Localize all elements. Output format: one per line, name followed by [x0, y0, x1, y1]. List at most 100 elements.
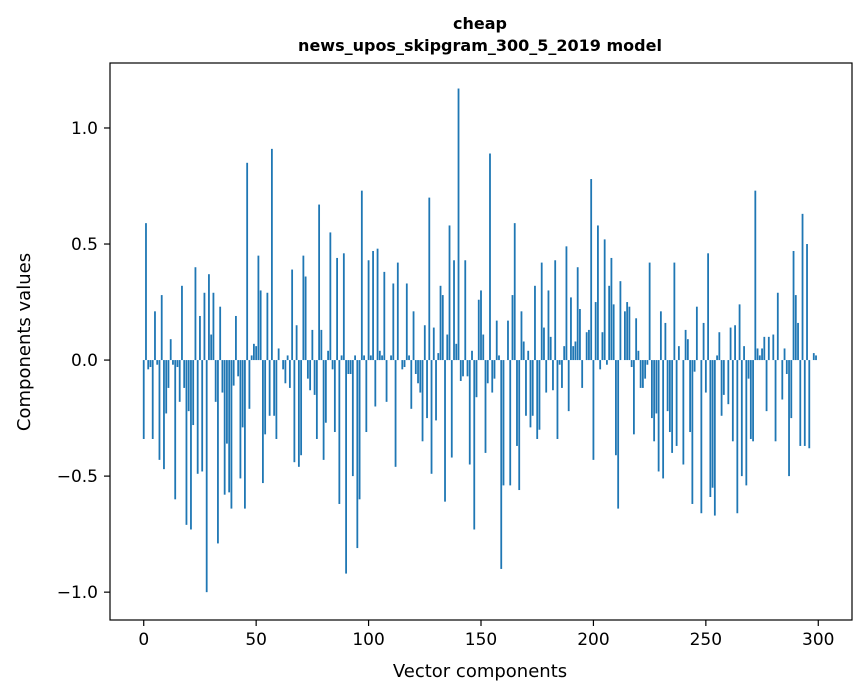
bar-164: [511, 295, 514, 361]
bar-5: [154, 311, 156, 361]
bar-257: [720, 360, 723, 416]
bar-1: [145, 223, 147, 361]
bar-180: [547, 290, 550, 361]
bar-215: [626, 302, 629, 361]
bar-49: [253, 343, 255, 361]
bar-240: [682, 360, 685, 465]
bar-11: [167, 360, 170, 388]
bar-142: [462, 360, 464, 377]
bar-249: [702, 322, 705, 361]
bar-67: [293, 360, 296, 463]
bar-219: [635, 318, 638, 361]
bar-270: [749, 360, 752, 439]
x-tick-label: 0: [138, 630, 149, 650]
y-tick-label: 0.0: [71, 351, 98, 371]
bar-150: [480, 290, 482, 361]
bar-47: [248, 360, 251, 409]
bar-260: [727, 360, 730, 405]
bar-241: [684, 329, 687, 361]
bar-186: [561, 360, 563, 388]
bar-175: [536, 360, 539, 439]
bar-269: [747, 360, 750, 379]
bar-6: [156, 360, 159, 365]
bar-24: [196, 360, 199, 474]
bar-25: [199, 315, 201, 361]
bar-182: [552, 360, 554, 391]
bar-102: [372, 250, 374, 361]
bar-21: [190, 360, 192, 530]
bar-101: [369, 355, 372, 361]
bar-167: [518, 360, 521, 491]
bar-276: [763, 336, 766, 361]
bar-116: [403, 360, 406, 368]
bar-264: [736, 360, 739, 514]
bar-204: [601, 332, 604, 361]
bar-115: [401, 360, 404, 370]
bar-149: [477, 299, 480, 361]
bar-63: [284, 360, 287, 384]
bar-188: [565, 246, 568, 361]
bar-126: [426, 360, 428, 419]
bar-155: [491, 360, 494, 393]
y-tick-label: −1.0: [57, 583, 98, 603]
bar-194: [579, 309, 581, 361]
bar-282: [776, 292, 779, 361]
bar-292: [799, 360, 802, 446]
bar-156: [493, 360, 496, 379]
bar-285: [783, 348, 786, 361]
x-tick-label: 250: [690, 630, 722, 650]
bar-3: [149, 360, 152, 368]
bar-95: [356, 360, 359, 549]
bar-183: [554, 260, 557, 361]
bar-106: [381, 355, 383, 361]
bar-284: [781, 360, 784, 400]
bar-78: [318, 204, 321, 361]
bar-59: [275, 360, 278, 439]
bar-98: [363, 355, 365, 361]
bar-229: [657, 360, 660, 472]
bar-274: [758, 355, 761, 361]
bar-160: [502, 360, 505, 486]
x-tick-label: 150: [465, 630, 497, 650]
bar-225: [648, 262, 651, 361]
chart-subtitle: news_upos_skipgram_300_5_2019 model: [298, 36, 662, 55]
bar-234: [668, 360, 671, 433]
bar-281: [774, 360, 777, 442]
bar-277: [765, 360, 768, 412]
bar-8: [160, 295, 163, 361]
bar-40: [232, 360, 235, 386]
bar-12: [169, 339, 172, 361]
y-tick-label: 1.0: [71, 119, 98, 139]
bar-280: [772, 334, 775, 361]
bars-group: [142, 88, 817, 593]
bar-248: [700, 360, 703, 514]
bar-272: [754, 190, 757, 361]
bar-83: [329, 232, 332, 361]
bar-230: [659, 311, 662, 361]
bar-193: [576, 267, 579, 361]
bar-154: [489, 153, 491, 361]
bar-288: [790, 360, 793, 419]
bar-17: [181, 285, 183, 361]
bar-169: [522, 341, 525, 361]
bar-60: [277, 348, 280, 361]
bar-55: [266, 292, 269, 361]
bar-238: [677, 346, 680, 361]
bar-87: [338, 360, 341, 504]
bar-223: [644, 360, 647, 379]
bar-291: [797, 322, 799, 361]
bar-298: [812, 353, 815, 361]
bar-235: [671, 360, 674, 453]
bar-289: [792, 250, 795, 361]
bar-170: [525, 360, 527, 416]
bar-129: [432, 327, 435, 361]
x-axis-label: Vector components: [393, 661, 567, 682]
bar-191: [572, 346, 575, 361]
bar-148: [475, 360, 478, 398]
bar-119: [410, 360, 413, 409]
bar-171: [527, 350, 530, 361]
bar-226: [650, 360, 653, 419]
bar-14: [174, 360, 177, 500]
bar-32: [214, 360, 217, 402]
